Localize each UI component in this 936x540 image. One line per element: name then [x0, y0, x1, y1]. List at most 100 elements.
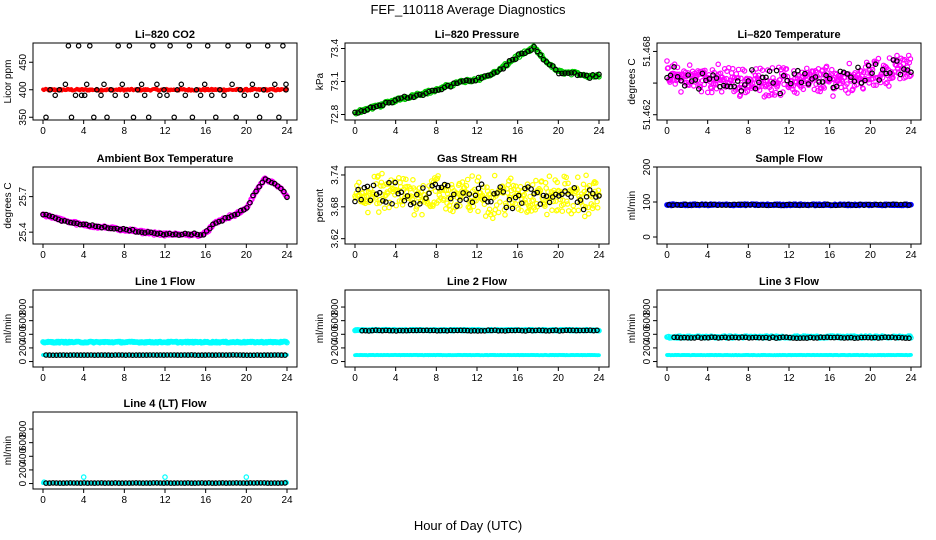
data-point: [827, 334, 834, 341]
data-point: [411, 212, 418, 218]
data-point: [708, 334, 715, 341]
data-point: [139, 229, 145, 236]
data-point: [906, 335, 912, 342]
data-point: [105, 480, 112, 486]
data-point: [256, 114, 263, 120]
data-point: [81, 92, 88, 99]
data-point: [233, 114, 239, 120]
x-tick-label: 4: [393, 250, 399, 261]
data-point: [420, 182, 427, 189]
data-point: [53, 352, 60, 359]
data-point: [681, 334, 688, 341]
data-point: [86, 223, 93, 229]
data-point: [392, 192, 398, 198]
data-point: [862, 77, 868, 84]
x-tick-label: 16: [200, 250, 212, 261]
data-point: [268, 352, 274, 358]
data-point: [566, 327, 573, 334]
data-point: [140, 480, 146, 486]
data-point: [271, 352, 278, 358]
data-point: [403, 327, 410, 334]
data-point: [586, 187, 593, 193]
data-point: [423, 195, 429, 202]
x-tick-label: 0: [664, 126, 670, 137]
data-point: [277, 185, 284, 192]
data-point: [410, 200, 417, 206]
data-point: [389, 201, 395, 207]
data-point: [145, 114, 152, 120]
data-point: [444, 82, 451, 89]
data-point: [250, 192, 256, 199]
data-point: [759, 334, 766, 341]
y-axis-label: ml/min: [3, 436, 14, 465]
data-point: [872, 61, 879, 67]
points-group: [352, 170, 602, 222]
data-point: [60, 480, 67, 486]
data-point: [447, 84, 454, 90]
data-point: [221, 92, 227, 99]
data-point: [794, 90, 800, 96]
data-point: [721, 76, 727, 82]
x-tick-label: 24: [905, 373, 917, 384]
data-point: [119, 81, 126, 88]
data-point: [417, 201, 423, 207]
data-point: [565, 208, 572, 214]
data-point: [872, 334, 878, 341]
data-point: [419, 211, 425, 218]
x-tick-label: 8: [746, 373, 752, 384]
data-point: [807, 334, 814, 341]
data-point: [284, 194, 290, 201]
points-group: [41, 474, 289, 486]
data-point: [546, 62, 553, 68]
data-point: [264, 352, 271, 358]
data-point: [519, 327, 525, 334]
data-point: [278, 480, 285, 486]
data-point: [491, 172, 498, 179]
data-point: [886, 70, 893, 76]
data-point: [882, 334, 888, 341]
data-point: [393, 328, 400, 334]
data-point: [417, 327, 423, 334]
data-point: [555, 70, 562, 77]
data-point: [784, 77, 791, 84]
data-point: [392, 179, 399, 186]
data-point: [367, 197, 374, 204]
data-point: [64, 480, 70, 486]
data-point: [457, 327, 464, 334]
data-point: [592, 180, 599, 186]
data-point: [89, 222, 96, 228]
data-point: [395, 175, 402, 181]
data-point: [741, 68, 748, 74]
data-point: [534, 189, 541, 196]
data-point: [182, 92, 189, 99]
data-point: [746, 335, 752, 341]
data-point: [154, 352, 160, 358]
x-tick-label: 16: [824, 250, 836, 261]
data-point: [432, 87, 439, 94]
data-point: [527, 193, 533, 200]
data-point: [65, 43, 72, 49]
data-point: [129, 352, 136, 359]
data-point: [564, 201, 571, 207]
data-point: [752, 85, 759, 92]
data-point: [88, 480, 94, 486]
data-point: [528, 186, 534, 192]
x-tick-label: 8: [122, 373, 128, 384]
data-point: [494, 69, 500, 75]
data-point: [500, 189, 507, 195]
data-point: [457, 79, 463, 85]
data-point: [478, 181, 485, 188]
data-point: [729, 65, 736, 72]
data-point: [546, 199, 553, 206]
data-point: [897, 71, 904, 78]
data-point: [136, 480, 143, 486]
data-point: [780, 89, 786, 95]
data-point: [870, 82, 877, 89]
data-point: [157, 92, 163, 99]
data-point: [245, 43, 252, 49]
data-point: [531, 43, 537, 50]
data-point: [147, 480, 153, 486]
data-point: [247, 199, 253, 206]
data-point: [102, 480, 108, 486]
data-point: [589, 205, 596, 212]
